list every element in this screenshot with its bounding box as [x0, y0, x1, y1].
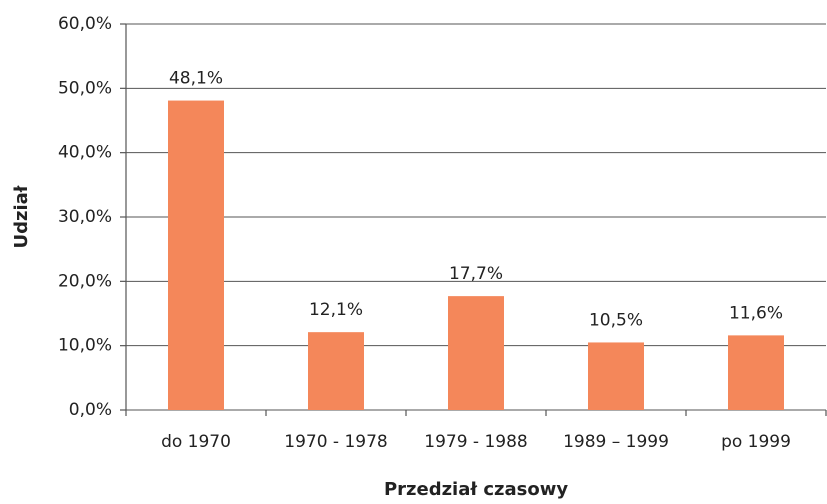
- bar: [588, 342, 644, 410]
- bar: [168, 100, 224, 410]
- y-axis-label: Udział: [11, 184, 32, 248]
- x-tick-label: do 1970: [161, 432, 231, 452]
- y-tick-label: 30,0%: [58, 207, 112, 227]
- y-tick-label: 10,0%: [58, 336, 112, 356]
- x-tick-label: 1989 – 1999: [563, 432, 669, 452]
- y-tick-label: 40,0%: [58, 143, 112, 163]
- data-label: 11,6%: [729, 303, 783, 323]
- x-tick-label: po 1999: [721, 432, 791, 452]
- bar: [308, 332, 364, 410]
- data-label: 10,5%: [589, 310, 643, 330]
- bar: [448, 296, 504, 410]
- data-label: 12,1%: [309, 300, 363, 320]
- y-tick-label: 0,0%: [69, 400, 112, 420]
- y-tick-label: 60,0%: [58, 14, 112, 34]
- y-tick-label: 50,0%: [58, 78, 112, 98]
- x-tick-label: 1979 - 1988: [424, 432, 527, 452]
- data-label: 17,7%: [449, 264, 503, 284]
- x-axis-label: Przedział czasowy: [384, 479, 568, 500]
- x-tick-label: 1970 - 1978: [284, 432, 387, 452]
- bar: [728, 335, 784, 410]
- y-tick-label: 20,0%: [58, 271, 112, 291]
- data-label: 48,1%: [169, 69, 223, 89]
